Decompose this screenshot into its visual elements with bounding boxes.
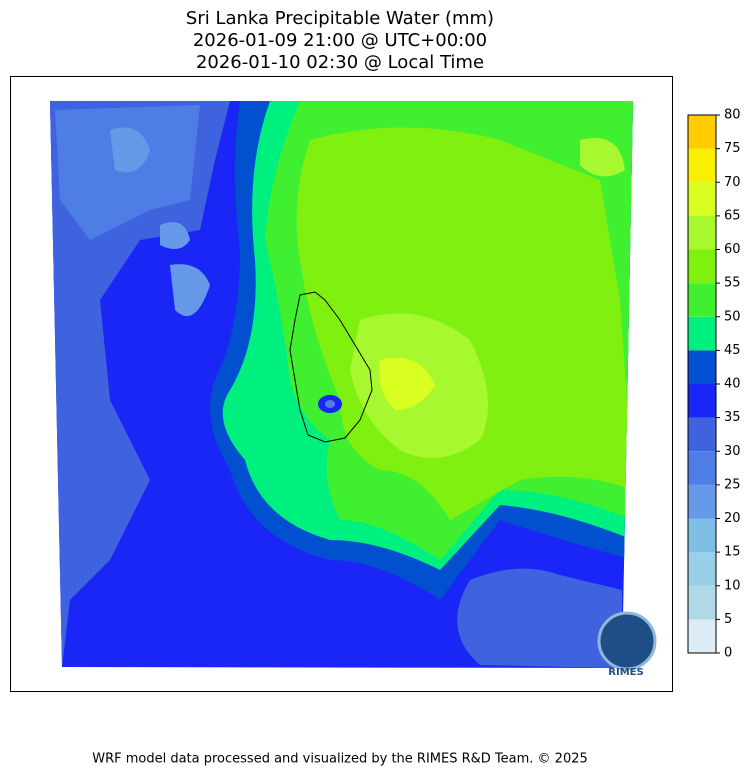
colorbar-segment xyxy=(688,148,716,183)
contour-region xyxy=(170,264,210,317)
map-field xyxy=(50,101,633,668)
contour-region xyxy=(50,101,230,667)
colorbar-segment xyxy=(688,182,716,216)
colorbar-tick-label: 75 xyxy=(724,141,741,156)
colorbar-tick-label: 35 xyxy=(724,410,741,425)
colorbar-tick-label: 80 xyxy=(724,108,741,123)
colorbar-segment xyxy=(688,451,716,485)
colorbar-tick-label: 10 xyxy=(724,578,741,593)
colorbar-tick-label: 15 xyxy=(724,545,741,560)
colorbar-tick-label: 50 xyxy=(724,309,741,324)
colorbar-segment xyxy=(688,215,716,250)
colorbar-segment xyxy=(688,283,716,317)
contour-region xyxy=(580,138,625,177)
colorbar-tick-label: 65 xyxy=(724,208,741,223)
colorbar-segment xyxy=(688,619,716,653)
title-line: 2026-01-09 21:00 @ UTC+00:00 xyxy=(193,30,487,51)
colorbar-segment xyxy=(688,316,716,351)
colorbar-tick-label: 55 xyxy=(724,276,741,291)
colorbar-segment xyxy=(688,115,716,149)
colorbar-segment xyxy=(688,249,716,284)
colorbar-segment xyxy=(688,384,716,418)
colorbar-segment xyxy=(688,585,716,620)
contour-region xyxy=(55,105,200,240)
colorbar-tick-label: 40 xyxy=(724,377,741,392)
colorbar-segment xyxy=(688,518,716,553)
title-line: Sri Lanka Precipitable Water (mm) xyxy=(186,8,494,29)
contour-region xyxy=(457,568,622,668)
colorbar-tick-label: 45 xyxy=(724,343,741,358)
colorbar-tick-label: 70 xyxy=(724,175,741,190)
colorbar-tick-label: 5 xyxy=(724,612,732,627)
colorbar-segment xyxy=(688,484,716,519)
colorbar-tick-label: 20 xyxy=(724,511,741,526)
footer: WRF model data processed and visualized … xyxy=(92,752,588,767)
contour-region xyxy=(160,222,190,249)
colorbar-segment xyxy=(688,552,716,586)
colorbar: 0 5 10 15 20 25 30 35 40 45 50 55 60 65 70 75 80 xyxy=(687,108,741,661)
logo-text: RIMES xyxy=(608,667,643,678)
contour-region xyxy=(379,357,435,410)
colorbar-tick-label: 30 xyxy=(724,444,741,459)
colorbar-tick-label: 25 xyxy=(724,477,741,492)
title-line: 2026-01-10 02:30 @ Local Time xyxy=(196,52,484,73)
contour-region xyxy=(110,127,150,173)
colorbar-segment xyxy=(688,417,716,452)
contour-region xyxy=(325,400,335,408)
colorbar-segment xyxy=(688,350,716,384)
coastline xyxy=(289,291,373,443)
colorbar-tick-label: 60 xyxy=(724,242,741,257)
logo xyxy=(597,611,657,671)
colorbar-tick-label: 0 xyxy=(724,646,732,661)
